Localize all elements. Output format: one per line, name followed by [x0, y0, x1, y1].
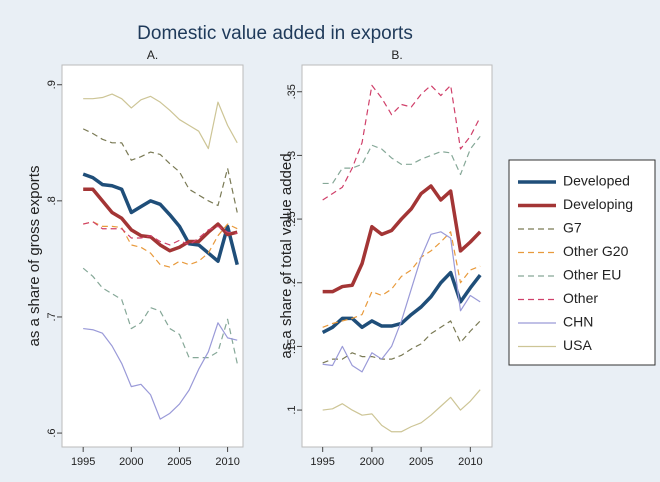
y-tick-label: .25: [286, 211, 298, 226]
x-tick-label: 2005: [167, 456, 191, 468]
y-tick-label: .1: [286, 405, 298, 414]
series-line: [322, 389, 481, 433]
series-line: [82, 172, 239, 266]
series-line: [82, 128, 238, 213]
y-tick-label: .2: [286, 278, 298, 287]
series-line: [322, 231, 481, 328]
legend-label: Other: [563, 290, 598, 306]
series-line: [83, 187, 238, 253]
x-tick-label: 2005: [409, 456, 433, 468]
x-tick-label: 2000: [360, 456, 384, 468]
legend-box: [508, 159, 656, 366]
y-axis-label: as a share of total value added: [278, 153, 295, 358]
legend-label: CHN: [563, 314, 593, 330]
x-tick-label: 1995: [310, 456, 334, 468]
series-line: [83, 221, 238, 246]
y-tick-label: .3: [286, 151, 298, 160]
x-tick-label: 2010: [458, 456, 482, 468]
panel-title: A.: [147, 48, 158, 62]
y-tick-label: .6: [46, 428, 58, 437]
series-line: [322, 184, 482, 294]
y-tick-label: .35: [286, 84, 298, 99]
series-line: [322, 231, 481, 373]
y-tick-label: .9: [46, 80, 58, 89]
series-line: [82, 267, 238, 364]
chart-title: Domestic value added in exports: [137, 23, 413, 44]
x-tick-label: 2000: [119, 456, 143, 468]
x-tick-label: 2010: [215, 456, 239, 468]
legend-label: G7: [563, 220, 582, 236]
series-line: [83, 93, 238, 150]
y-tick-label: .15: [286, 339, 298, 354]
series-line: [322, 320, 481, 364]
x-tick-label: 1995: [71, 456, 95, 468]
y-tick-label: .7: [46, 312, 58, 321]
legend-label: Other G20: [563, 243, 629, 259]
series-line: [83, 322, 238, 420]
legend-label: Other EU: [563, 267, 621, 283]
legend-label: USA: [563, 337, 592, 353]
panel-title: B.: [391, 48, 402, 62]
series-line: [322, 135, 481, 185]
plot-area: [301, 64, 493, 448]
legend-label: Developing: [563, 196, 633, 212]
y-axis-label: as a share of gross exports: [26, 166, 43, 347]
legend-label: Developed: [563, 173, 630, 189]
series-line: [321, 270, 482, 334]
y-tick-label: .8: [46, 196, 58, 205]
